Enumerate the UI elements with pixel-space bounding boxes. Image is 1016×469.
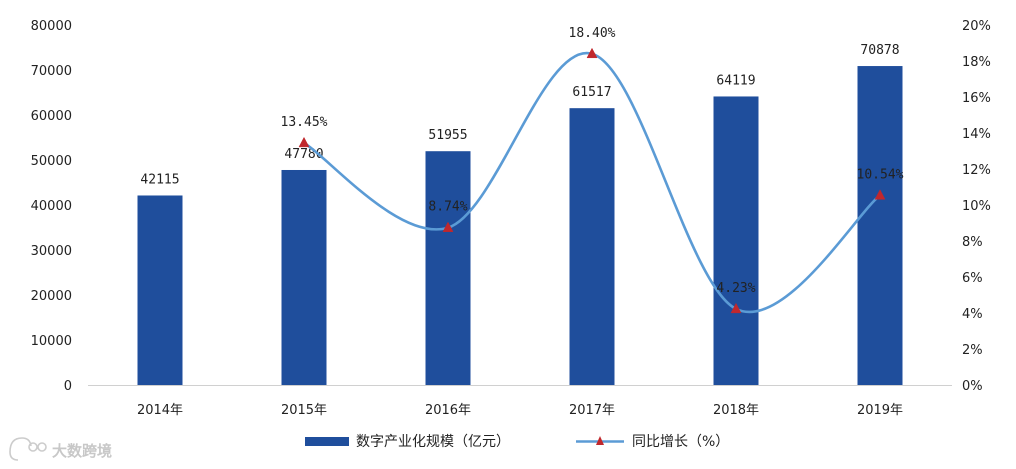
x-axis-tick-label: 2019年	[857, 403, 903, 418]
bar	[569, 108, 615, 386]
bar	[281, 169, 327, 385]
right-axis-ticks: 0% 2% 4% 6% 8% 10% 12% 14% 16% 18% 20%	[962, 19, 991, 394]
growth-value-label: 4.23%	[716, 281, 755, 296]
growth-value-label: 13.45%	[281, 115, 328, 130]
bar-value-label: 64119	[716, 73, 755, 88]
x-axis-tick-label: 2014年	[137, 403, 183, 418]
right-axis-tick-label: 14%	[962, 127, 991, 142]
left-axis-tick-label: 20000	[31, 289, 72, 304]
right-axis-tick-label: 2%	[962, 343, 983, 358]
watermark-logo-icon	[9, 437, 47, 461]
bar	[425, 151, 471, 385]
growth-value-labels: 13.45% 8.74% 18.40% 4.23% 10.54%	[281, 26, 904, 296]
left-axis-tick-label: 60000	[31, 109, 72, 124]
right-axis-tick-label: 18%	[962, 55, 991, 70]
left-axis-tick-label: 50000	[31, 154, 72, 169]
left-axis-tick-label: 40000	[31, 199, 72, 214]
bar	[137, 195, 183, 385]
legend-bar-label: 数字产业化规模（亿元）	[356, 434, 510, 450]
watermark: 大数跨境	[9, 437, 112, 461]
x-axis-tick-label: 2017年	[569, 403, 615, 418]
bar	[857, 66, 903, 385]
left-axis-tick-label: 80000	[31, 19, 72, 34]
growth-marker	[586, 47, 598, 59]
growth-markers	[298, 47, 886, 314]
x-axis-labels: 2014年 2015年 2016年 2017年 2018年 2019年	[137, 403, 903, 418]
right-axis-tick-label: 20%	[962, 19, 991, 34]
growth-marker	[730, 302, 742, 314]
growth-marker	[298, 136, 310, 148]
right-axis-tick-label: 10%	[962, 199, 991, 214]
left-axis-tick-label: 30000	[31, 244, 72, 259]
left-axis-tick-label: 70000	[31, 64, 72, 79]
bar	[713, 96, 759, 385]
bar-value-label: 42115	[140, 172, 179, 187]
left-axis-ticks: 0 10000 20000 30000 40000 50000 60000 70000 8000…	[31, 19, 72, 394]
growth-marker	[442, 221, 454, 232]
x-axis-tick-label: 2016年	[425, 403, 471, 418]
bar-series	[137, 66, 903, 386]
growth-marker	[874, 189, 886, 200]
legend: 数字产业化规模（亿元） 同比增长（%）	[305, 434, 729, 450]
legend-bar-swatch	[305, 437, 349, 446]
right-axis-tick-label: 8%	[962, 235, 983, 250]
bar-value-label: 61517	[572, 85, 611, 100]
x-axis-tick-label: 2018年	[713, 403, 759, 418]
growth-value-label: 18.40%	[569, 26, 616, 41]
bar-value-label: 70878	[860, 43, 899, 58]
watermark-text: 大数跨境	[52, 442, 112, 460]
right-axis-tick-label: 6%	[962, 271, 983, 286]
growth-value-label: 8.74%	[428, 200, 467, 215]
left-axis-tick-label: 10000	[31, 334, 72, 349]
right-axis-tick-label: 4%	[962, 307, 983, 322]
right-axis-tick-label: 0%	[962, 379, 983, 394]
right-axis-tick-label: 16%	[962, 91, 991, 106]
right-axis-tick-label: 12%	[962, 163, 991, 178]
bar-value-label: 51955	[428, 128, 467, 143]
left-axis-tick-label: 0	[64, 379, 72, 394]
legend-triangle-marker-icon	[596, 436, 604, 445]
legend-line-label: 同比增长（%）	[632, 434, 729, 450]
growth-value-label: 10.54%	[857, 167, 904, 182]
x-axis-tick-label: 2015年	[281, 403, 327, 418]
